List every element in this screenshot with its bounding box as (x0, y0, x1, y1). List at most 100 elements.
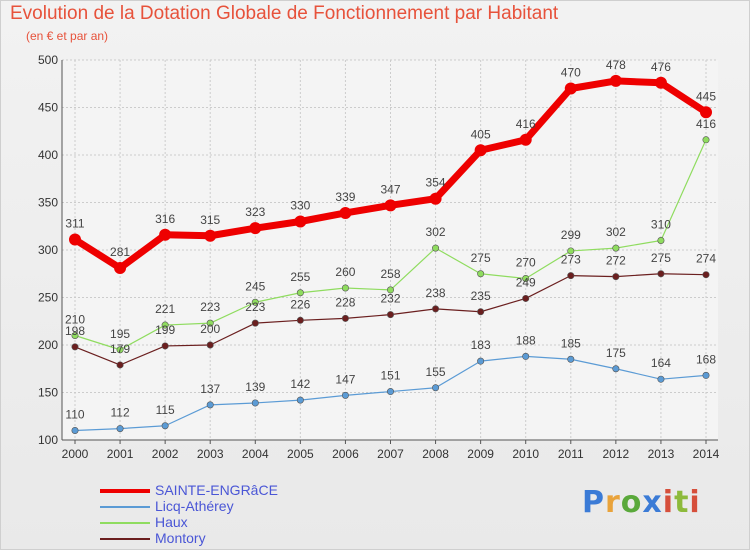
data-label: 155 (426, 365, 446, 379)
data-point (116, 346, 124, 354)
y-tick-label: 350 (38, 196, 58, 210)
data-label: 112 (111, 406, 130, 420)
legend-swatch (100, 522, 150, 524)
legend-swatch (100, 538, 150, 540)
data-point (116, 425, 124, 433)
data-label: 310 (651, 218, 671, 232)
data-label: 273 (561, 253, 581, 267)
x-tick-label: 2007 (377, 447, 404, 461)
data-point (702, 136, 710, 144)
data-label: 249 (516, 275, 536, 289)
proxiti-logo: Proxiti (582, 485, 701, 520)
data-point (654, 76, 667, 89)
data-label: 232 (380, 292, 400, 306)
data-label: 258 (380, 267, 400, 281)
data-label: 223 (245, 300, 265, 314)
legend-swatch (100, 506, 150, 508)
legend-label: Montory (155, 530, 206, 546)
data-point (341, 314, 349, 322)
data-point (522, 294, 530, 302)
x-tick-label: 2014 (693, 447, 720, 461)
data-label: 347 (380, 182, 400, 196)
x-tick-label: 2000 (62, 447, 89, 461)
data-point (294, 215, 307, 228)
data-point (339, 206, 352, 219)
data-label: 115 (156, 403, 175, 417)
x-tick-label: 2013 (648, 447, 675, 461)
data-label: 199 (155, 323, 175, 337)
data-label: 470 (561, 66, 581, 80)
data-point (432, 244, 440, 252)
y-tick-label: 400 (38, 148, 58, 162)
data-label: 281 (110, 245, 130, 259)
data-point (386, 286, 394, 294)
data-label: 260 (335, 265, 355, 279)
data-label: 195 (110, 327, 130, 341)
data-label: 405 (471, 127, 491, 141)
data-point (206, 319, 214, 327)
data-point (567, 272, 575, 280)
data-point (702, 371, 710, 379)
data-label: 302 (426, 225, 446, 239)
data-point (386, 388, 394, 396)
data-label: 137 (200, 382, 220, 396)
data-label: 228 (335, 295, 355, 309)
data-point (609, 74, 622, 87)
data-label: 198 (65, 324, 85, 338)
data-label: 316 (155, 212, 175, 226)
data-point (612, 365, 620, 373)
data-point (296, 289, 304, 297)
data-label: 272 (606, 254, 626, 268)
data-label: 210 (65, 313, 85, 327)
data-label: 226 (290, 297, 310, 311)
data-label: 315 (200, 213, 220, 227)
data-label: 238 (426, 286, 446, 300)
data-label: 164 (651, 356, 671, 370)
data-point (296, 396, 304, 404)
data-point (700, 106, 712, 119)
data-label: 147 (335, 372, 355, 386)
data-label: 175 (606, 346, 626, 360)
data-label: 179 (110, 342, 130, 356)
data-point (657, 270, 665, 278)
data-point (206, 401, 214, 409)
y-tick-label: 150 (38, 386, 58, 400)
data-label: 151 (380, 369, 400, 383)
y-tick-label: 100 (38, 433, 58, 447)
data-point (612, 273, 620, 281)
legend-swatch (100, 489, 150, 493)
data-point (204, 229, 217, 242)
data-point (474, 144, 487, 157)
legend-label: SAINTE-ENGRâCE (155, 482, 278, 498)
data-label: 139 (245, 380, 265, 394)
data-label: 330 (290, 199, 310, 213)
data-label: 274 (696, 252, 716, 266)
data-point (71, 426, 79, 434)
data-label: 183 (471, 338, 491, 352)
data-label: 354 (426, 176, 446, 190)
legend-label: Haux (155, 514, 188, 530)
data-point (567, 247, 575, 255)
data-label: 339 (335, 190, 355, 204)
x-tick-label: 2010 (512, 447, 539, 461)
data-point (71, 343, 79, 351)
data-label: 235 (471, 289, 491, 303)
data-point (477, 308, 485, 316)
data-point (69, 233, 81, 246)
x-tick-label: 2002 (152, 447, 179, 461)
data-label: 185 (561, 336, 581, 350)
data-point (161, 321, 169, 329)
data-label: 270 (516, 256, 536, 270)
data-point (161, 342, 169, 350)
data-label: 302 (606, 225, 626, 239)
data-point (519, 133, 532, 146)
data-point (477, 357, 485, 365)
y-tick-label: 500 (38, 53, 58, 67)
y-tick-label: 200 (38, 338, 58, 352)
data-point (657, 237, 665, 245)
chart-title: Evolution de la Dotation Globale de Fonc… (10, 3, 559, 24)
data-point (71, 331, 79, 339)
data-label: 476 (651, 60, 671, 74)
data-point (386, 311, 394, 319)
data-label: 478 (606, 58, 626, 72)
